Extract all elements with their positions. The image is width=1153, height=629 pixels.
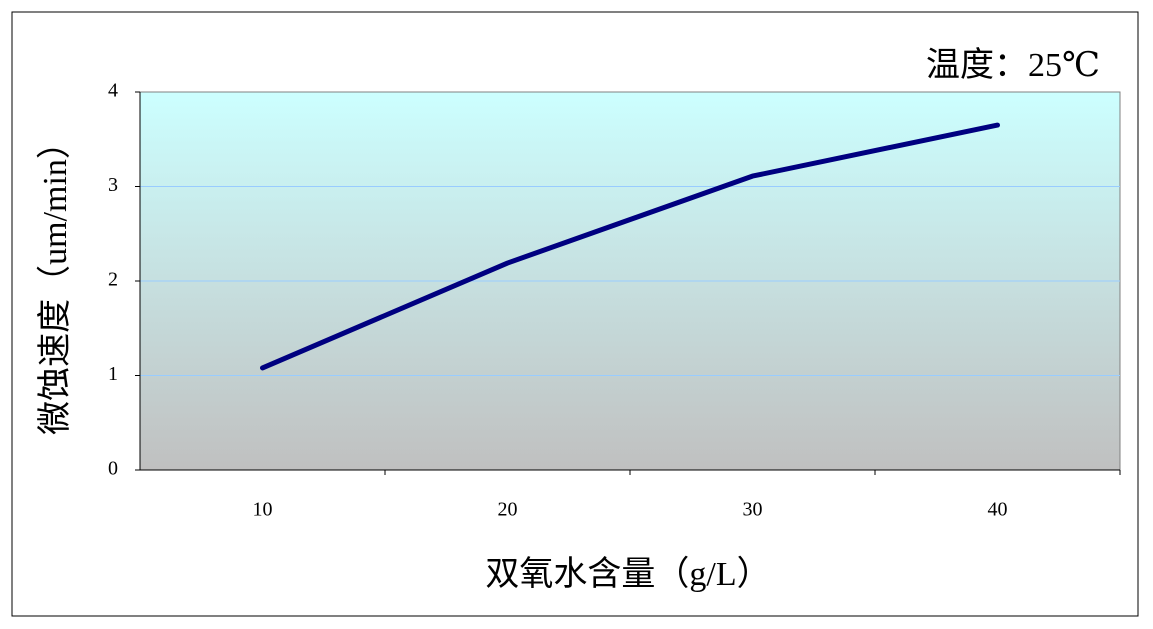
- x-tick-label: 40: [988, 499, 1008, 521]
- y-tick-label: 2: [108, 269, 118, 291]
- annotation: 温度：25℃: [926, 46, 1100, 84]
- y-tick-label: 1: [108, 363, 118, 385]
- line-series: [260, 122, 1000, 371]
- x-tick-label: 10: [253, 499, 273, 521]
- y-tick-label: 4: [108, 80, 118, 102]
- x-tick-label: 30: [743, 499, 763, 521]
- x-axis-title: 双氧水含量（g/L）: [485, 555, 770, 593]
- y-tick-label: 0: [108, 458, 118, 480]
- y-tick-label: 3: [108, 174, 118, 196]
- x-tick-label: 20: [498, 499, 518, 521]
- y-axis-title: 微蚀速度（um/min）: [36, 125, 74, 435]
